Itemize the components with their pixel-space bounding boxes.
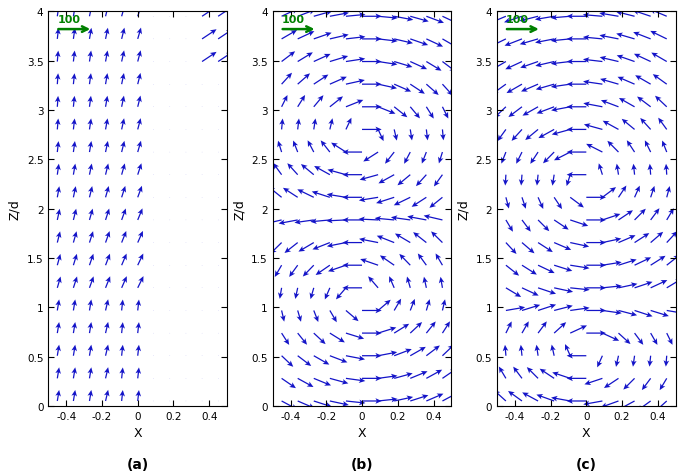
Text: 100: 100 [506,15,529,25]
Y-axis label: Z/d: Z/d [233,199,246,219]
Text: 100: 100 [282,15,304,25]
Y-axis label: Z/d: Z/d [8,199,21,219]
X-axis label: X: X [358,426,367,439]
X-axis label: X: X [582,426,590,439]
X-axis label: X: X [133,426,142,439]
Text: 100: 100 [57,15,80,25]
Y-axis label: Z/d: Z/d [457,199,470,219]
Text: (a): (a) [127,457,149,471]
Text: (b): (b) [351,457,373,471]
Text: (c): (c) [576,457,597,471]
